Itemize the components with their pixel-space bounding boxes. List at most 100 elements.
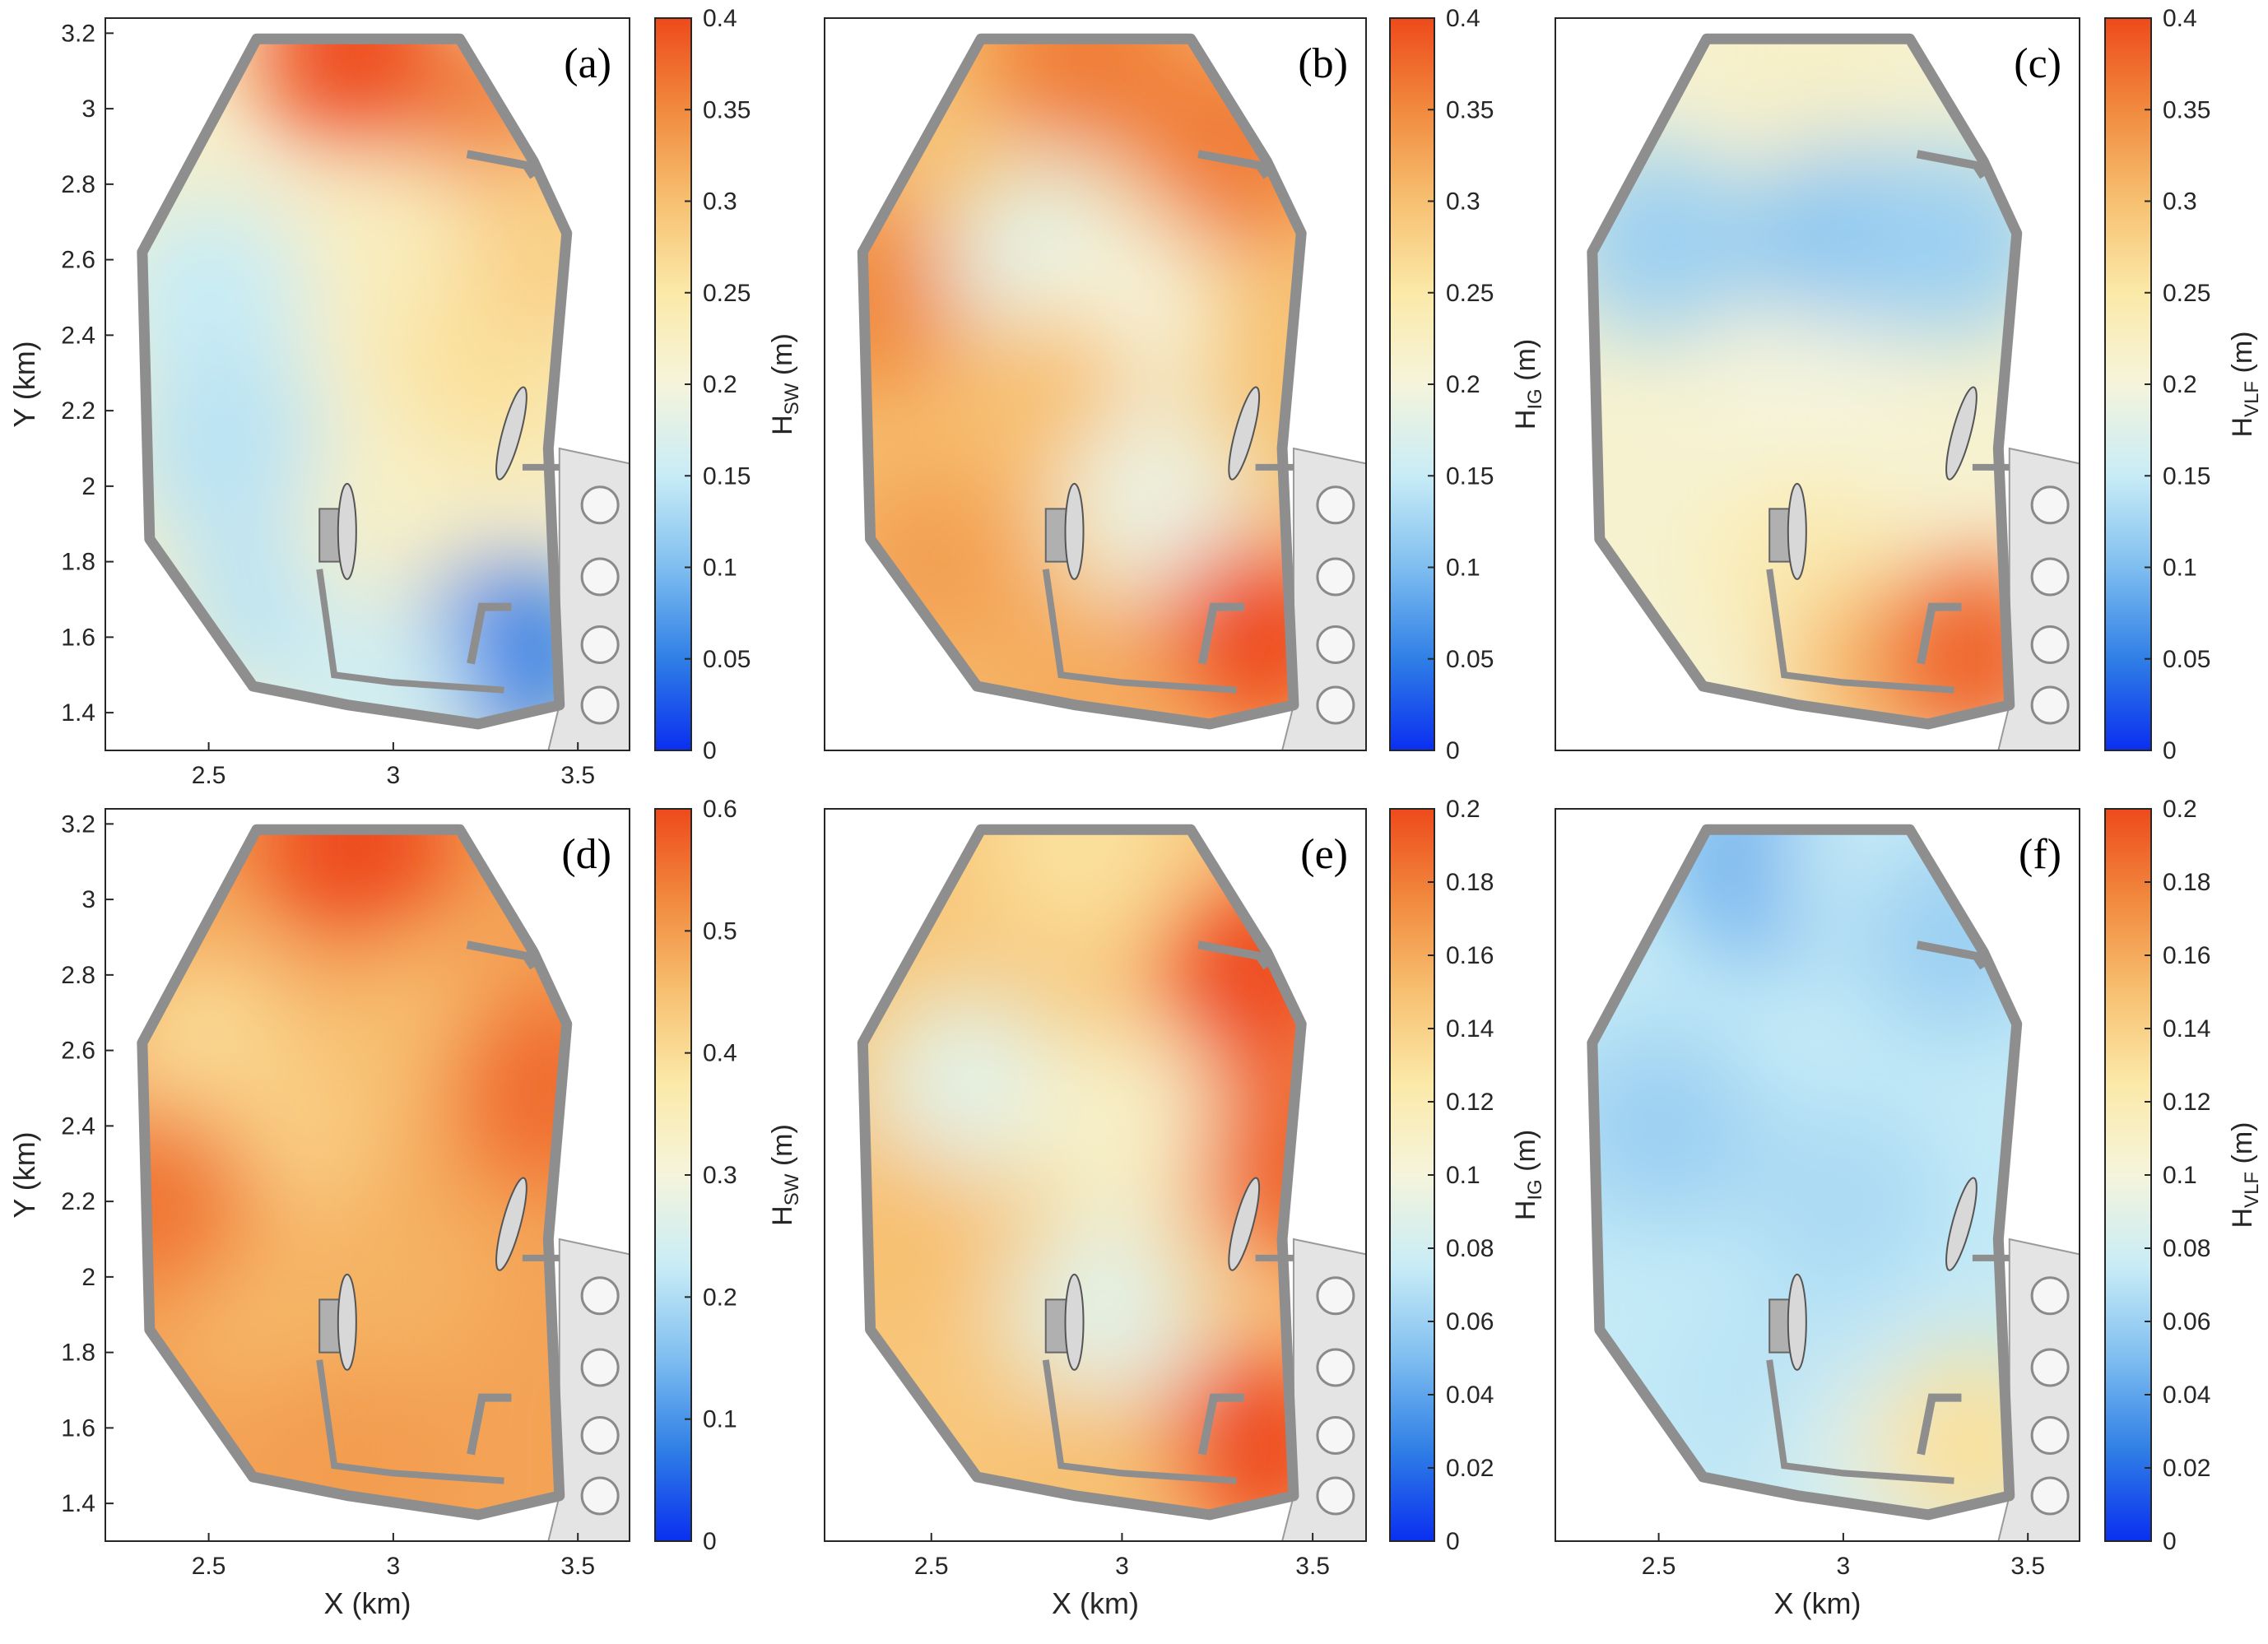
colorbar-tick-label: 0 bbox=[1446, 737, 1460, 764]
storage-tank bbox=[580, 1416, 620, 1456]
field-point bbox=[862, 198, 974, 397]
moored-ship bbox=[1228, 1177, 1261, 1271]
colorbar-tick-label: 0.1 bbox=[1446, 555, 1480, 582]
colorbar-label-symbol: H bbox=[1510, 410, 1541, 430]
storage-tank bbox=[2030, 685, 2070, 725]
y-tick-label: 3 bbox=[81, 95, 95, 123]
colorbar bbox=[1389, 808, 1435, 1542]
panel-label: (c) bbox=[2014, 40, 2061, 87]
panel-b: (b) 0 0.05 0.1 0.15 0.2 0.25 0.3 0.35 0.4 HIG (m) bbox=[824, 5, 1546, 764]
moored-ship bbox=[1945, 386, 1978, 481]
panel-label: (a) bbox=[564, 40, 611, 87]
colorbar-label: HSW (m) bbox=[767, 333, 803, 435]
x-tick-label: 3 bbox=[1115, 1553, 1129, 1580]
colorbar-tick-label: 0.35 bbox=[1446, 96, 1494, 123]
colorbar-tick-label: 0.15 bbox=[703, 462, 751, 490]
pier bbox=[1197, 602, 1244, 665]
colorbar-tick-label: 0.4 bbox=[703, 5, 737, 32]
colorbar-tick-label: 0.15 bbox=[2163, 462, 2210, 490]
y-tick-label: 2 bbox=[81, 473, 95, 500]
colorbar-tick-label: 0.1 bbox=[1446, 1162, 1480, 1189]
pier bbox=[467, 1393, 512, 1456]
colorbar-label-symbol: H bbox=[2227, 417, 2258, 438]
colorbar-tick-label: 0.06 bbox=[1446, 1308, 1494, 1335]
axes-frame bbox=[105, 808, 630, 1542]
storage-tank bbox=[2030, 1416, 2070, 1456]
field-point bbox=[142, 1103, 253, 1301]
colorbar-tick-label: 0.2 bbox=[2163, 796, 2197, 823]
colorbar-label-subscript: IG bbox=[1524, 1179, 1546, 1200]
jetty bbox=[1916, 150, 1987, 179]
colorbar-tick-label: 0.35 bbox=[703, 96, 751, 123]
moored-ship bbox=[337, 482, 357, 580]
access-causeway bbox=[316, 569, 504, 694]
colorbar-label: HIG (m) bbox=[1510, 1130, 1546, 1220]
field-point bbox=[1873, 1348, 2017, 1515]
field-point bbox=[862, 1140, 992, 1338]
y-tick-label: 3.2 bbox=[61, 810, 95, 838]
colorbar-tick-label: 0.1 bbox=[2163, 555, 2197, 582]
storage-tank bbox=[580, 485, 620, 525]
moored-ship bbox=[495, 1177, 527, 1271]
colorbar-tick-label: 0.08 bbox=[1446, 1235, 1494, 1262]
breakwater bbox=[857, 33, 1307, 730]
storage-tank bbox=[580, 1476, 620, 1516]
colorbar-tick-label: 0.05 bbox=[1446, 646, 1494, 673]
colorbar-label-subscript: IG bbox=[1524, 388, 1546, 409]
x-tick-label: 3 bbox=[387, 762, 401, 789]
field-point bbox=[142, 349, 327, 547]
field-point bbox=[1023, 1027, 1221, 1225]
storage-tank bbox=[1316, 685, 1355, 725]
x-tick-label: 3.5 bbox=[2010, 1553, 2045, 1580]
x-axis-label: X (km) bbox=[1774, 1586, 1861, 1620]
access-causeway bbox=[316, 1359, 504, 1484]
y-tick-label: 2 bbox=[81, 1264, 95, 1291]
colorbar bbox=[1389, 17, 1435, 751]
storage-tank bbox=[2030, 1476, 2070, 1516]
jetty bbox=[1197, 150, 1271, 179]
storage-tank bbox=[580, 1348, 620, 1387]
y-tick-label: 3.2 bbox=[61, 20, 95, 47]
moored-ship bbox=[337, 1273, 357, 1371]
colorbar-tick-label: 0.25 bbox=[2163, 280, 2210, 307]
y-tick-label: 1.6 bbox=[61, 624, 95, 651]
axes-frame bbox=[824, 808, 1367, 1542]
storage-tank bbox=[1316, 1476, 1355, 1516]
wave-height-field bbox=[862, 39, 1302, 724]
y-tick-label: 3 bbox=[81, 886, 95, 913]
pier bbox=[1197, 1393, 1244, 1456]
field-point bbox=[985, 829, 1183, 942]
jetty bbox=[1916, 940, 1987, 970]
colorbar-tick-label: 0.1 bbox=[703, 555, 737, 582]
colorbar-label-symbol: H bbox=[1510, 1200, 1541, 1221]
colorbar-tick-label: 0.05 bbox=[2163, 646, 2210, 673]
y-tick-label: 1.4 bbox=[61, 699, 95, 727]
moored-ship bbox=[1064, 482, 1085, 580]
field-point bbox=[1744, 1103, 1942, 1301]
y-tick-label: 2.6 bbox=[61, 247, 95, 274]
field-point bbox=[1873, 557, 2017, 724]
field-point bbox=[1004, 1215, 1202, 1414]
colorbar-label-subscript: VLF bbox=[2241, 1172, 2263, 1208]
colorbar-tick-label: 0.2 bbox=[703, 1284, 737, 1311]
field-point bbox=[985, 595, 1183, 724]
breakwater bbox=[1587, 824, 2023, 1521]
colorbar-tick-label: 0 bbox=[703, 1528, 717, 1555]
pier bbox=[1917, 1393, 1962, 1456]
x-tick-label: 3 bbox=[387, 1553, 401, 1580]
colorbar-tick-label: 0.3 bbox=[703, 188, 737, 216]
colorbar-tick-label: 0.15 bbox=[1446, 462, 1494, 490]
y-tick-label: 1.6 bbox=[61, 1414, 95, 1442]
colorbar-label-symbol: H bbox=[767, 415, 798, 435]
colorbar-tick-label: 0 bbox=[2163, 1528, 2177, 1555]
colorbar-label: HSW (m) bbox=[767, 1124, 803, 1226]
storage-tank bbox=[1316, 557, 1355, 597]
colorbar-tick-label: 0 bbox=[2163, 737, 2177, 764]
y-tick-label: 1.8 bbox=[61, 549, 95, 576]
access-causeway bbox=[1766, 569, 1954, 694]
colorbar-label-symbol: H bbox=[767, 1205, 798, 1226]
y-tick-label: 2.2 bbox=[61, 1188, 95, 1215]
panel-label: (e) bbox=[1300, 831, 1348, 878]
breakwater bbox=[137, 824, 573, 1521]
field-point bbox=[1592, 1027, 1758, 1225]
